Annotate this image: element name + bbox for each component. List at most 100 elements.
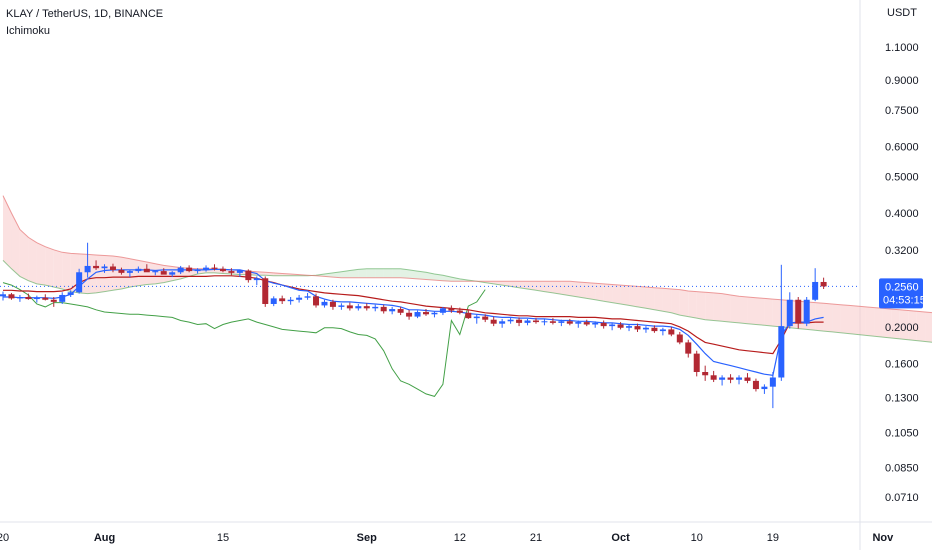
candle-body: [389, 309, 396, 312]
candle: [524, 318, 531, 326]
symbol-title[interactable]: KLAY / TetherUS, 1D, BINANCE: [6, 8, 164, 20]
candle-body: [524, 320, 531, 323]
candle: [634, 323, 641, 332]
candle: [803, 296, 810, 327]
candle: [600, 320, 607, 329]
price-tick-label: 0.9000: [885, 75, 919, 87]
candle-body: [516, 319, 523, 323]
candle: [84, 242, 91, 278]
candle: [685, 339, 692, 358]
candle-body: [642, 327, 649, 330]
candle-body: [812, 281, 819, 300]
candle-body: [270, 298, 277, 304]
price-tick-label: 0.2000: [885, 322, 919, 334]
price-tick-label: 0.4000: [885, 208, 919, 220]
indicator-label[interactable]: Ichimoku: [6, 25, 51, 37]
candle: [549, 318, 556, 325]
candle-body: [219, 268, 226, 272]
candle-body: [228, 271, 235, 273]
candle: [473, 314, 480, 324]
candle: [820, 277, 827, 289]
candle-body: [482, 316, 489, 320]
cloud-segment: [840, 304, 849, 334]
candle: [372, 304, 379, 312]
cloud-segment: [569, 281, 579, 297]
cloud-segment: [45, 246, 54, 288]
candle-body: [626, 326, 633, 328]
cloud-segment: [434, 274, 443, 281]
cloud-segment: [865, 306, 875, 337]
cloud-segment: [146, 262, 156, 285]
price-tick-label: 0.0710: [885, 492, 919, 504]
candle-body: [448, 308, 455, 311]
candle-body: [406, 312, 413, 317]
candle: [8, 292, 15, 300]
candle: [363, 303, 370, 311]
candle: [16, 294, 23, 302]
candle-body: [160, 271, 167, 275]
date-tick-label: Aug: [94, 532, 115, 544]
cloud-segment: [891, 309, 900, 339]
candle: [169, 271, 176, 278]
candle-body: [693, 353, 700, 373]
candle-body: [592, 322, 599, 325]
cloud-segment: [662, 288, 672, 313]
last-price-countdown: 04:53:15: [883, 294, 926, 306]
last-price-value: 0.2560: [885, 281, 919, 293]
cloud-segment: [823, 303, 833, 332]
candle-body: [668, 329, 675, 335]
cloud-segment: [849, 305, 858, 335]
cloud-segment: [19, 229, 29, 281]
candle: [296, 294, 303, 303]
candle-body: [465, 312, 472, 319]
candle-body: [313, 296, 320, 306]
candle: [219, 266, 226, 273]
candle: [211, 264, 218, 271]
candle-body: [59, 294, 66, 302]
cloud-segment: [426, 272, 435, 281]
candle: [693, 350, 700, 377]
cloud-segment: [375, 268, 384, 278]
cloud-segment: [637, 286, 646, 309]
candle-body: [279, 298, 286, 302]
candle: [101, 264, 108, 273]
candle: [651, 325, 658, 333]
candle: [659, 327, 666, 336]
candle-body: [177, 267, 184, 273]
candle-body: [423, 312, 429, 315]
date-tick-label: 20: [0, 532, 9, 544]
cloud-segment: [417, 271, 426, 280]
cloud-segment: [578, 281, 587, 299]
candle-body: [795, 299, 802, 324]
candle: [118, 267, 125, 275]
candle-body: [194, 269, 201, 272]
candle: [575, 320, 582, 328]
cloud-segment: [671, 288, 680, 316]
candle: [355, 303, 362, 311]
candle: [617, 322, 624, 330]
cloud-segment: [755, 297, 765, 326]
candle: [710, 370, 717, 383]
candle-body: [719, 377, 726, 380]
cloud-segment: [392, 268, 401, 278]
candle-body: [634, 326, 641, 330]
candle-body: [380, 306, 387, 312]
candle-body: [211, 267, 218, 269]
candle: [203, 265, 210, 272]
candle: [236, 269, 243, 278]
candle-body: [321, 301, 328, 306]
cloud-segment: [730, 294, 740, 323]
cloud-segment: [722, 293, 731, 323]
candle: [245, 269, 252, 283]
candle: [448, 305, 455, 313]
candle-body: [473, 316, 480, 319]
cloud-segment: [857, 306, 866, 336]
candle: [736, 375, 743, 385]
cloud-segment: [815, 302, 824, 332]
cloud-segment: [899, 309, 909, 340]
candle-body: [152, 271, 159, 273]
candle: [482, 314, 489, 323]
price-tick-label: 0.7500: [885, 105, 919, 117]
candle-body: [541, 321, 548, 323]
